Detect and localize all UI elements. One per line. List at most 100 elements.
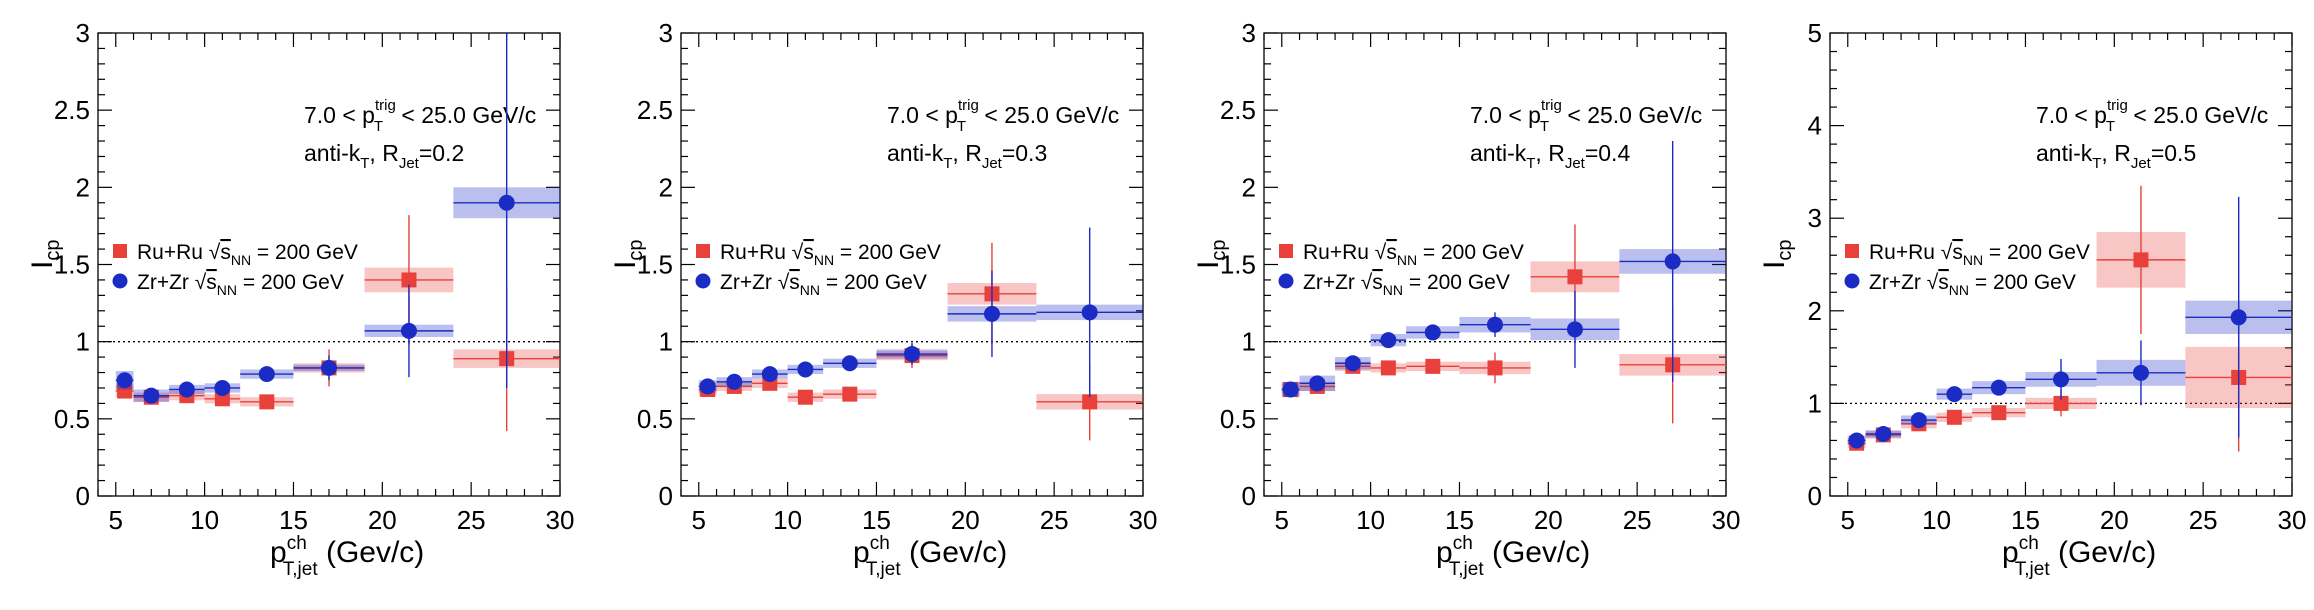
data-point-circle [841,355,858,372]
legend-marker-circle [1844,273,1860,289]
x-axis-label: pch T,jet (Gev/c) [270,533,424,580]
data-point-circle [116,372,133,389]
legend-marker-square [1279,244,1293,258]
jet-annotation: anti-kT, RJet=0.4 [1470,140,1630,172]
x-tick-label: 25 [1623,505,1652,535]
x-tick-label: 5 [1841,505,1855,535]
data-point-circle [904,346,920,363]
jet-annotation: anti-kT, RJet=0.5 [2036,140,2196,172]
y-tick-label: 2 [1808,296,1822,326]
y-tick-label: 2 [659,172,673,202]
data-point-square [1487,360,1503,376]
x-tick-label: 25 [457,505,486,535]
data-point-square [842,386,858,402]
chart-panel-3: 5 10 15 20 25 30 0 0.5 1 1.5 2 2.5 3 Icp pch T,jet (Gev… [1192,18,1740,580]
data-point-square [1425,358,1441,374]
data-point-circle [1910,412,1927,429]
y-tick-label: 1 [659,327,673,357]
x-tick-label: 30 [546,505,575,535]
data-point-square [1946,409,1962,425]
data-point-square [2133,252,2149,268]
legend-label: Ru+Ru √sNN = 200 GeV [1303,241,1524,268]
legend-label: Zr+Zr √sNN = 200 GeV [1869,271,2076,298]
data-point-circle [1848,432,1865,449]
x-tick-label: 10 [1922,505,1951,535]
legend-label: Zr+Zr √sNN = 200 GeV [1303,271,1510,298]
data-point-circle [2230,309,2247,326]
y-tick-label: 1 [1808,388,1822,418]
x-tick-label: 20 [2100,505,2129,535]
data-point-circle [797,361,814,378]
x-axis-label: pch T,jet (Gev/c) [2002,533,2156,580]
x-tick-label: 20 [951,505,980,535]
legend-item-1: Ru+Ru √sNN = 200 GeV [1845,241,2090,268]
y-axis-label: Icp [609,240,647,269]
x-tick-label: 15 [1445,505,1474,535]
jet-annotation: anti-kT, RJet=0.3 [887,140,1047,172]
legend-marker-circle [1278,273,1294,289]
legend-marker-circle [112,273,128,289]
legend-label: Ru+Ru √sNN = 200 GeV [720,241,941,268]
x-tick-label: 5 [109,505,123,535]
y-tick-label: 0 [76,481,90,511]
data-point-circle [726,373,743,390]
y-tick-label: 2 [1242,172,1256,202]
legend-label: Zr+Zr √sNN = 200 GeV [137,271,344,298]
legend-marker-square [696,244,710,258]
x-tick-label: 10 [773,505,802,535]
data-point-square [1567,269,1583,285]
data-point-circle [1990,379,2007,396]
x-tick-label: 10 [1356,505,1385,535]
legend-marker-circle [695,273,711,289]
jet-annotation: anti-kT, RJet=0.2 [304,140,464,172]
data-point-square [1082,394,1098,410]
legend-item-2: Zr+Zr √sNN = 200 GeV [695,271,927,298]
y-tick-label: 0.5 [637,404,673,434]
legend-marker-square [113,244,127,258]
y-tick-label: 3 [76,18,90,48]
y-tick-label: 3 [1242,18,1256,48]
legend-label: Ru+Ru √sNN = 200 GeV [137,241,358,268]
chart-panel-2: 5 10 15 20 25 30 0 0.5 1 1.5 2 2.5 3 Icp pch T,jet (Gev… [609,18,1157,580]
y-tick-label: 2.5 [637,95,673,125]
y-tick-label: 0 [659,481,673,511]
x-tick-label: 30 [2278,505,2307,535]
legend-label: Zr+Zr √sNN = 200 GeV [720,271,927,298]
x-tick-label: 25 [2189,505,2218,535]
y-tick-label: 1.5 [637,250,673,280]
data-point-circle [400,322,417,339]
data-point-circle [983,305,1000,322]
data-point-circle [1664,253,1681,270]
y-tick-label: 4 [1808,111,1822,141]
x-tick-label: 15 [862,505,891,535]
y-tick-label: 2.5 [54,95,90,125]
data-point-circle [1487,316,1503,333]
series-zr-zr [1281,141,1726,398]
data-point-circle [1380,332,1397,349]
legend-item-1: Ru+Ru √sNN = 200 GeV [696,241,941,268]
legend-marker-square [1845,244,1859,258]
y-tick-label: 5 [1808,18,1822,48]
y-axis-label: Icp [1192,240,1230,269]
x-tick-label: 30 [1129,505,1158,535]
data-point-circle [178,381,195,398]
y-axis-label: Icp [1758,240,1796,269]
x-tick-label: 25 [1040,505,1069,535]
x-tick-label: 10 [190,505,219,535]
trigger-annotation: 7.0 < ptrig T < 25.0 GeV/c [304,97,536,135]
data-point-square [1991,405,2007,421]
x-axis-label: pch T,jet (Gev/c) [853,533,1007,580]
data-point-circle [498,194,515,211]
y-tick-label: 0.5 [54,404,90,434]
data-point-circle [1946,386,1963,403]
y-tick-label: 2.5 [1220,95,1256,125]
data-point-circle [1875,425,1892,442]
data-point-circle [1309,375,1326,392]
trigger-annotation: 7.0 < ptrig T < 25.0 GeV/c [887,97,1119,135]
data-point-circle [2132,364,2149,381]
data-point-square [797,389,813,405]
x-tick-label: 20 [368,505,397,535]
data-point-circle [1282,381,1299,398]
data-point-circle [321,359,337,376]
y-tick-label: 0 [1808,481,1822,511]
